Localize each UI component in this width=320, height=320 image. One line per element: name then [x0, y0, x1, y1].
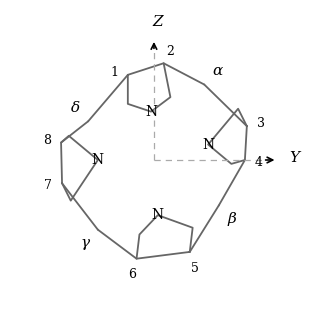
Text: 7: 7 — [44, 179, 52, 192]
Text: 6: 6 — [128, 268, 136, 281]
Text: 3: 3 — [257, 117, 265, 130]
Text: 2: 2 — [166, 45, 174, 59]
Text: α: α — [213, 65, 223, 78]
Text: 8: 8 — [44, 134, 52, 147]
Text: Z: Z — [152, 15, 163, 29]
Text: 4: 4 — [255, 156, 263, 169]
Text: δ: δ — [71, 101, 80, 115]
Text: 5: 5 — [191, 261, 198, 275]
Text: N: N — [145, 105, 157, 119]
Text: 1: 1 — [110, 66, 118, 79]
Text: N: N — [152, 208, 164, 222]
Text: N: N — [92, 153, 104, 167]
Text: N: N — [202, 138, 214, 151]
Text: γ: γ — [80, 236, 89, 250]
Text: β: β — [227, 212, 236, 226]
Text: Y: Y — [289, 151, 300, 164]
